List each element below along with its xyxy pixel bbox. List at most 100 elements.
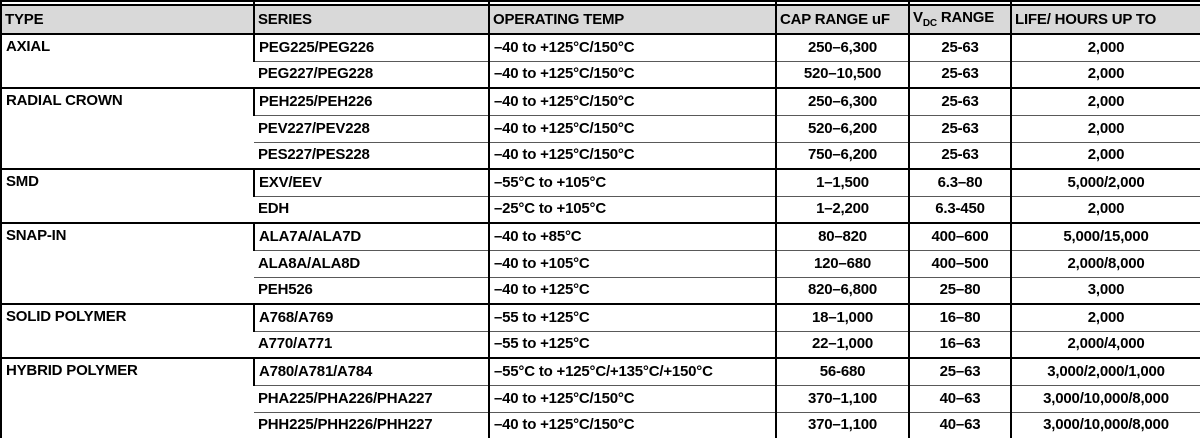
life-hours-cell: 2,000 <box>1010 33 1200 61</box>
life-hours-cell: 3,000/2,000/1,000 <box>1010 357 1200 385</box>
column-header-type: TYPE <box>1 5 254 35</box>
cropped-cell <box>253 1 489 6</box>
series-cell: PEG225/PEG226 <box>253 33 489 61</box>
cap-range-cell: 250–6,300 <box>775 87 909 115</box>
operating-temp-cell: –40 to +125°C/150°C <box>488 60 776 88</box>
vdc-range-cell: 25–63 <box>908 357 1011 385</box>
vdc-range-cell: 6.3–80 <box>908 168 1011 196</box>
cap-range-cell: 520–10,500 <box>775 60 909 88</box>
cap-range-cell: 120–680 <box>775 249 909 277</box>
table-row: A770/A771 –55 to +125°C 22–1,000 16–63 2,000… <box>1 330 1200 358</box>
operating-temp-cell: –55 to +125°C <box>488 330 776 358</box>
series-cell: ALA7A/ALA7D <box>253 222 489 250</box>
vdc-symbol: V <box>913 9 923 26</box>
life-hours-cell: 2,000 <box>1010 303 1200 331</box>
life-hours-cell: 2,000 <box>1010 114 1200 142</box>
cropped-cell <box>775 1 909 6</box>
cap-range-cell: 520–6,200 <box>775 114 909 142</box>
vdc-range-cell: 16–80 <box>908 303 1011 331</box>
life-hours-cell: 2,000 <box>1010 141 1200 169</box>
cropped-cell <box>1 1 254 6</box>
column-header-series: SERIES <box>253 5 489 35</box>
table-row: PEV227/PEV228 –40 to +125°C/150°C 520–6,20… <box>1 114 1200 142</box>
type-cell: HYBRID POLYMER <box>1 357 254 438</box>
operating-temp-cell: –55°C to +125°C/+135°C/+150°C <box>488 357 776 385</box>
table-row: SNAP-IN ALA7A/ALA7D –40 to +85°C 80–820 400–… <box>1 222 1200 304</box>
table-row: EDH –25°C to +105°C 1–2,200 6.3-450 2,000 <box>1 195 1200 223</box>
cropped-cell <box>908 1 1011 6</box>
life-hours-cell: 3,000/10,000/8,000 <box>1010 411 1200 438</box>
life-hours-cell: 2,000 <box>1010 60 1200 88</box>
operating-temp-cell: –40 to +85°C <box>488 222 776 250</box>
cap-range-cell: 370–1,100 <box>775 411 909 438</box>
operating-temp-cell: –40 to +125°C/150°C <box>488 384 776 412</box>
vdc-range-cell: 40–63 <box>908 411 1011 438</box>
cap-range-cell: 750–6,200 <box>775 141 909 169</box>
table-body: AXIAL PEG225/PEG226 –40 to +125°C/150°C 250… <box>1 33 1200 438</box>
vdc-range-cell: 25-63 <box>908 87 1011 115</box>
operating-temp-cell: –40 to +125°C/150°C <box>488 141 776 169</box>
vdc-range-cell: 400–500 <box>908 249 1011 277</box>
series-cell: PEH225/PEH226 <box>253 87 489 115</box>
operating-temp-cell: –40 to +125°C/150°C <box>488 411 776 438</box>
table-row: SOLID POLYMER A768/A769 –55 to +125°C 18–1,… <box>1 303 1200 358</box>
series-cell: PHH225/PHH226/PHH227 <box>254 411 489 438</box>
header-row: TYPE SERIES OPERATING TEMP CAP RANGE uF … <box>1 5 1200 35</box>
series-cell: EDH <box>254 195 489 223</box>
operating-temp-cell: –40 to +105°C <box>488 249 776 277</box>
life-hours-cell: 5,000/2,000 <box>1010 168 1200 196</box>
series-cell: PEH526 <box>254 276 489 304</box>
series-cell: A780/A781/A784 <box>253 357 489 385</box>
column-header-cap-range: CAP RANGE uF <box>775 5 909 35</box>
vdc-range-cell: 25-63 <box>908 114 1011 142</box>
cropped-cell <box>488 1 776 6</box>
vdc-range-cell: 16–63 <box>908 330 1011 358</box>
vdc-subscript: DC <box>922 18 937 29</box>
column-header-vdc-range: VDC RANGE <box>908 5 1011 35</box>
series-cell: ALA8A/ALA8D <box>254 249 489 277</box>
life-hours-cell: 2,000 <box>1010 87 1200 115</box>
table-row: PES227/PES228 –40 to +125°C/150°C 750–6,20… <box>1 141 1200 169</box>
cap-range-cell: 22–1,000 <box>775 330 909 358</box>
operating-temp-cell: –25°C to +105°C <box>488 195 776 223</box>
table-row: PHH225/PHH226/PHH227 –40 to +125°C/150°C 3… <box>1 411 1200 438</box>
operating-temp-cell: –40 to +125°C/150°C <box>488 114 776 142</box>
series-cell: EXV/EEV <box>253 168 489 196</box>
cropped-cell <box>1010 1 1200 6</box>
cap-range-cell: 80–820 <box>775 222 909 250</box>
series-cell: A770/A771 <box>254 330 489 358</box>
vdc-range-cell: 25-63 <box>908 141 1011 169</box>
operating-temp-cell: –55 to +125°C <box>488 303 776 331</box>
series-cell: A768/A769 <box>253 303 489 331</box>
vdc-range-cell: 40–63 <box>908 384 1011 412</box>
cropped-row-top <box>1 1 1200 6</box>
type-cell: SNAP-IN <box>1 222 254 304</box>
operating-temp-cell: –40 to +125°C <box>488 276 776 304</box>
vdc-range-cell: 25–80 <box>908 276 1011 304</box>
table-row: ALA8A/ALA8D –40 to +105°C 120–680 400–500 2,… <box>1 249 1200 277</box>
table-row: SMD EXV/EEV –55°C to +105°C 1–1,500 6.3–80 5,… <box>1 168 1200 223</box>
life-hours-cell: 2,000/4,000 <box>1010 330 1200 358</box>
cap-range-cell: 820–6,800 <box>775 276 909 304</box>
vdc-range-cell: 25-63 <box>908 33 1011 61</box>
cap-range-cell: 18–1,000 <box>775 303 909 331</box>
operating-temp-cell: –40 to +125°C/150°C <box>488 87 776 115</box>
column-header-life-hours: LIFE/ HOURS UP TO <box>1010 5 1200 35</box>
type-cell: RADIAL CROWN <box>1 87 254 169</box>
series-cell: PEG227/PEG228 <box>254 60 489 88</box>
table-row: AXIAL PEG225/PEG226 –40 to +125°C/150°C 250… <box>1 33 1200 88</box>
type-cell: SOLID POLYMER <box>1 303 254 358</box>
life-hours-cell: 5,000/15,000 <box>1010 222 1200 250</box>
type-cell: SMD <box>1 168 254 223</box>
life-hours-cell: 3,000 <box>1010 276 1200 304</box>
type-cell: AXIAL <box>1 33 254 88</box>
life-hours-cell: 2,000/8,000 <box>1010 249 1200 277</box>
vdc-range-cell: 6.3-450 <box>908 195 1011 223</box>
cap-range-cell: 56-680 <box>775 357 909 385</box>
table-row: PEG227/PEG228 –40 to +125°C/150°C 520–10,5… <box>1 60 1200 88</box>
operating-temp-cell: –55°C to +105°C <box>488 168 776 196</box>
series-cell: PES227/PES228 <box>254 141 489 169</box>
cap-range-cell: 1–1,500 <box>775 168 909 196</box>
table-row: RADIAL CROWN PEH225/PEH226 –40 to +125°C/1… <box>1 87 1200 169</box>
